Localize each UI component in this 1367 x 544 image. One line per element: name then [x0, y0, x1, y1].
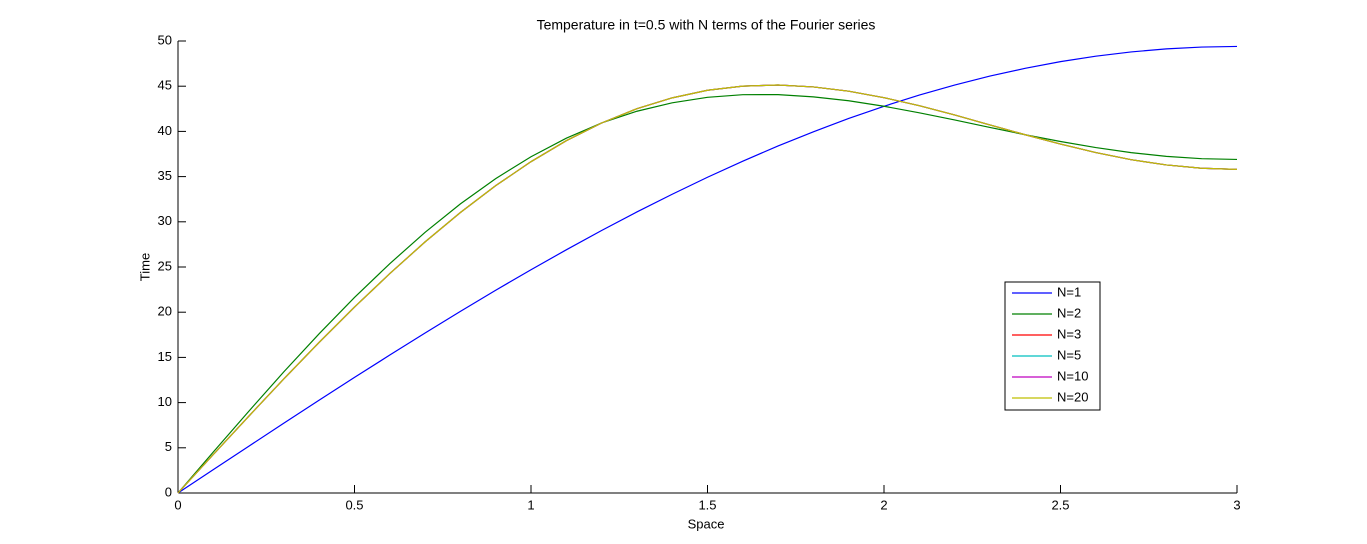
- y-tick-label: 10: [158, 394, 172, 409]
- legend-label: N=10: [1057, 368, 1088, 383]
- legend: N=1 N=2 N=3 N=5 N=10 N=20: [1004, 281, 1101, 411]
- legend-label: N=20: [1057, 389, 1088, 404]
- y-tick-label: 5: [165, 439, 172, 454]
- y-tick-label: 15: [158, 349, 172, 364]
- legend-label: N=5: [1057, 347, 1081, 362]
- y-axis-label: Time: [137, 253, 152, 281]
- x-axis-label: Space: [688, 516, 725, 531]
- line-series: [177, 45, 1238, 494]
- x-tick-label: 0.5: [345, 497, 363, 512]
- x-tick-label: 2: [880, 497, 887, 512]
- y-tick-label: 35: [158, 168, 172, 183]
- y-tick-label: 0: [165, 484, 172, 499]
- legend-label: N=2: [1057, 305, 1081, 320]
- legend-box: [1004, 281, 1101, 411]
- y-tick-label: 20: [158, 304, 172, 319]
- line-series: [177, 94, 1238, 494]
- x-tick-label: 2.5: [1051, 497, 1069, 512]
- line-series: [177, 84, 1238, 494]
- y-tick-label: 30: [158, 213, 172, 228]
- chart-title: Temperature in t=0.5 with N terms of the…: [537, 17, 876, 33]
- y-tick-label: 50: [158, 32, 172, 47]
- y-tick-label: 45: [158, 78, 172, 93]
- y-tick-label: 25: [158, 258, 172, 273]
- legend-label: N=3: [1057, 326, 1081, 341]
- x-tick-label: 3: [1233, 497, 1240, 512]
- x-tick-label: 1.5: [698, 497, 716, 512]
- x-tick-label: 0: [174, 497, 181, 512]
- legend-label: N=1: [1057, 284, 1081, 299]
- y-tick-label: 40: [158, 123, 172, 138]
- x-tick-label: 1: [527, 497, 534, 512]
